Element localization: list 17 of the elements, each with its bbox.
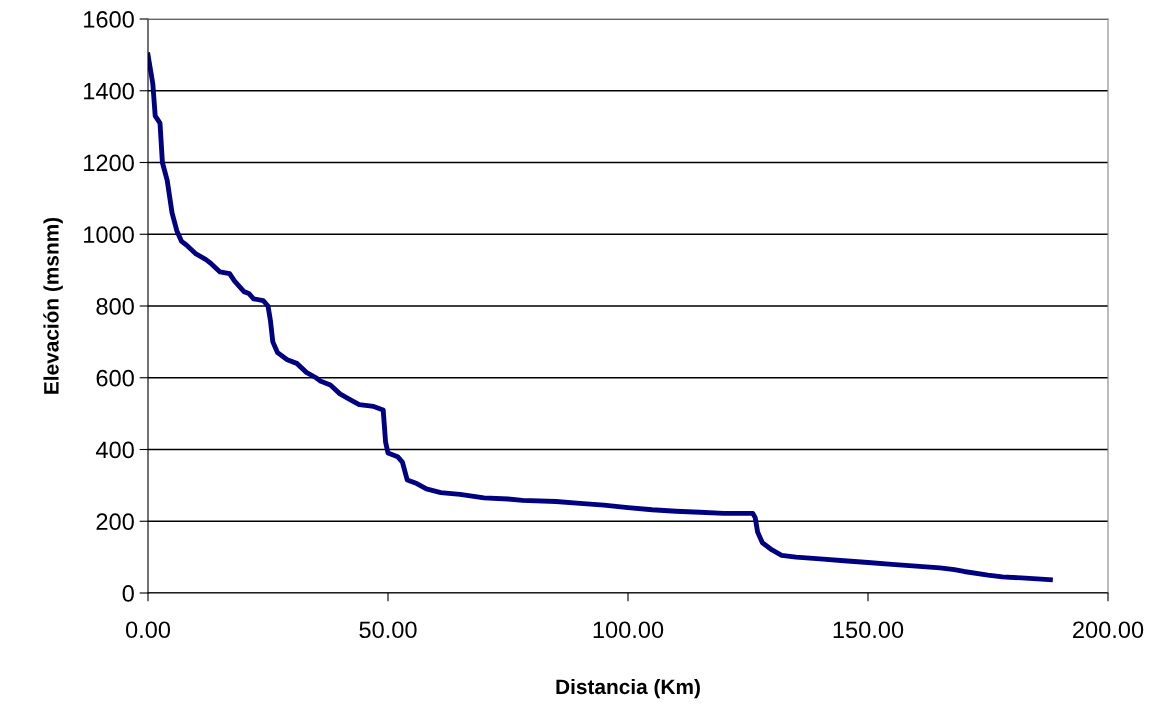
x-axis-title: Distancia (Km) <box>556 678 700 699</box>
x-tick-label: 0.00 <box>125 621 171 639</box>
y-tick-label: 1200 <box>84 154 134 172</box>
x-tick-label: 200.00 <box>1073 621 1144 639</box>
x-tick-label: 100.00 <box>593 621 664 639</box>
y-tick-label: 600 <box>96 369 134 387</box>
x-tick-label: 150.00 <box>833 621 904 639</box>
y-tick-label: 0 <box>122 585 134 602</box>
y-tick-label: 400 <box>95 441 134 459</box>
y-tick-label: 1000 <box>84 226 134 244</box>
x-tick-label: 50.00 <box>359 621 417 639</box>
line-series <box>148 52 1053 583</box>
y-axis-title: Elevación (msnm) <box>43 217 63 394</box>
y-tick-label: 200 <box>96 513 134 531</box>
y-tick-label: 1400 <box>84 82 134 100</box>
y-tick-label: 800 <box>96 298 134 315</box>
y-tick-label: 1600 <box>84 11 134 28</box>
